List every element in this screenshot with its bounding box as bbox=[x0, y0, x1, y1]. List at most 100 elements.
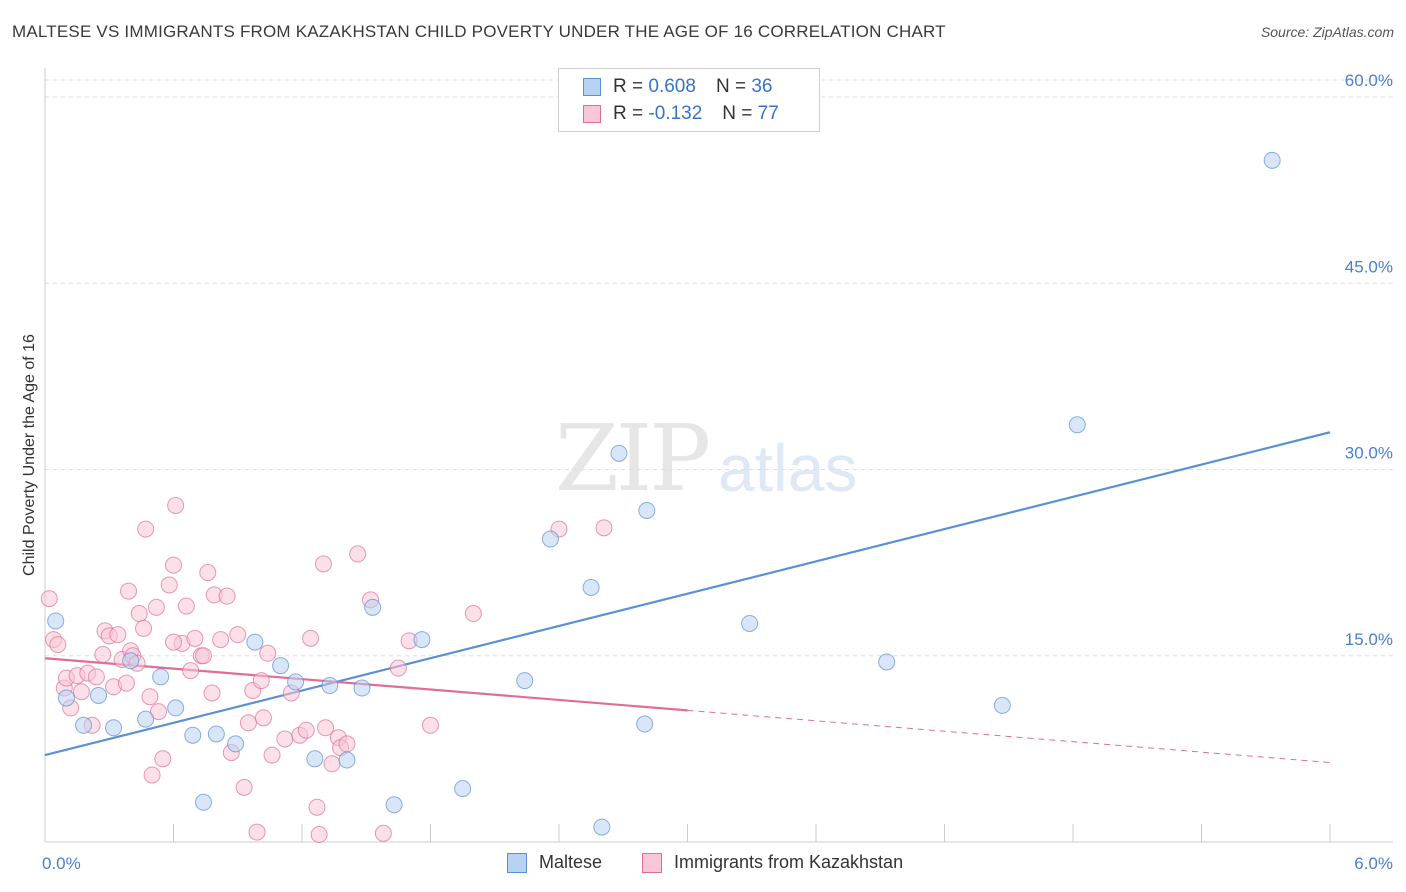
kazakhstan-point bbox=[302, 629, 320, 647]
data-points bbox=[40, 151, 1281, 844]
kazakhstan-point bbox=[252, 672, 270, 690]
kazakhstan-trend-extension bbox=[687, 709, 1331, 764]
legend-item-kazakhstan[interactable]: Immigrants from Kazakhstan bbox=[642, 852, 903, 873]
maltese-swatch bbox=[583, 78, 601, 96]
maltese-point bbox=[122, 652, 140, 670]
maltese-point bbox=[105, 719, 123, 737]
kazakhstan-point bbox=[147, 598, 165, 616]
maltese-point bbox=[207, 725, 225, 743]
maltese-point bbox=[306, 750, 324, 768]
kazakhstan-point bbox=[254, 709, 272, 727]
kazakhstan-point bbox=[338, 735, 356, 753]
axes bbox=[44, 68, 1393, 843]
maltese-point bbox=[610, 444, 628, 462]
maltese-point bbox=[1263, 151, 1281, 169]
trend-lines bbox=[44, 431, 1331, 764]
source-credit: Source: ZipAtlas.com bbox=[1260, 24, 1394, 40]
kazakhstan-n-label: N = bbox=[722, 103, 753, 124]
kazakhstan-legend-label: Immigrants from Kazakhstan bbox=[674, 852, 904, 872]
maltese-point bbox=[152, 668, 170, 686]
watermark-zip: ZIP bbox=[555, 405, 711, 512]
maltese-trend-line bbox=[44, 431, 1331, 757]
kazakhstan-point bbox=[297, 721, 315, 739]
kazakhstan-point bbox=[40, 590, 58, 608]
kazakhstan-point bbox=[317, 719, 335, 737]
legend-row-maltese: R = 0.608 N = 36 bbox=[583, 75, 772, 99]
kazakhstan-point bbox=[199, 564, 217, 582]
kazakhstan-swatch bbox=[583, 105, 601, 123]
correlation-legend: R = 0.608 N = 36 R = -0.132 N = 77 bbox=[558, 68, 820, 132]
maltese-point bbox=[47, 612, 65, 630]
maltese-point bbox=[137, 710, 155, 728]
kazakhstan-point bbox=[308, 798, 326, 816]
maltese-point bbox=[287, 673, 305, 691]
maltese-point bbox=[246, 633, 264, 651]
kazakhstan-point bbox=[349, 545, 367, 563]
legend-item-maltese[interactable]: Maltese bbox=[507, 852, 602, 873]
kazakhstan-point bbox=[177, 597, 195, 615]
kazakhstan-point bbox=[141, 688, 159, 706]
kazakhstan-point bbox=[120, 582, 138, 600]
kazakhstan-point bbox=[137, 520, 155, 538]
kazakhstan-point bbox=[374, 824, 392, 842]
maltese-point bbox=[167, 699, 185, 717]
kazakhstan-point bbox=[464, 605, 482, 623]
kazakhstan-point bbox=[212, 631, 230, 649]
y-tick-label: 30.0% bbox=[1345, 444, 1393, 463]
maltese-point bbox=[741, 614, 759, 632]
maltese-point bbox=[90, 686, 108, 704]
maltese-point bbox=[516, 672, 534, 690]
maltese-point bbox=[75, 716, 93, 734]
kazakhstan-point bbox=[389, 659, 407, 677]
kazakhstan-point bbox=[182, 662, 200, 680]
kazakhstan-point bbox=[87, 668, 105, 686]
kazakhstan-point bbox=[595, 519, 613, 537]
kazakhstan-point bbox=[49, 636, 67, 654]
maltese-point bbox=[321, 677, 339, 695]
x-tick-label-max: 6.0% bbox=[1354, 854, 1393, 873]
legend-row-kazakhstan: R = -0.132 N = 77 bbox=[583, 102, 779, 126]
kazakhstan-point bbox=[72, 683, 90, 701]
kazakhstan-point bbox=[135, 619, 153, 637]
maltese-point bbox=[638, 501, 656, 519]
kazakhstan-point bbox=[165, 556, 182, 574]
kazakhstan-point bbox=[94, 646, 112, 664]
maltese-point bbox=[353, 679, 371, 697]
kazakhstan-point bbox=[203, 684, 221, 702]
maltese-point bbox=[636, 715, 654, 733]
kazakhstan-r-label: R = bbox=[613, 103, 644, 124]
x-tick-label-min: 0.0% bbox=[42, 854, 81, 873]
maltese-point bbox=[454, 780, 472, 798]
maltese-point bbox=[582, 578, 600, 596]
kazakhstan-point bbox=[165, 633, 182, 651]
kazakhstan-r-value: -0.132 bbox=[648, 103, 703, 124]
maltese-point bbox=[878, 653, 896, 671]
kazakhstan-point bbox=[167, 497, 185, 515]
kazakhstan-point bbox=[130, 605, 148, 623]
series-legend: Maltese Immigrants from Kazakhstan bbox=[0, 852, 1406, 878]
maltese-legend-swatch bbox=[507, 852, 527, 873]
maltese-point bbox=[1068, 416, 1086, 434]
maltese-n-value: 36 bbox=[751, 76, 773, 97]
kazakhstan-point bbox=[218, 587, 236, 605]
maltese-point bbox=[57, 689, 75, 707]
kazakhstan-point bbox=[143, 766, 161, 784]
kazakhstan-point bbox=[235, 778, 253, 796]
kazakhstan-point bbox=[422, 716, 439, 734]
y-tick-label: 15.0% bbox=[1345, 630, 1393, 649]
kazakhstan-point bbox=[276, 730, 294, 748]
tick-labels: 15.0% 30.0% 45.0% 60.0% 0.0% 6.0% bbox=[42, 71, 1393, 873]
y-tick-label: 45.0% bbox=[1345, 257, 1393, 276]
kazakhstan-point bbox=[150, 703, 168, 721]
maltese-point bbox=[272, 657, 290, 675]
maltese-point bbox=[194, 793, 212, 811]
kazakhstan-point bbox=[323, 755, 341, 773]
maltese-r-label: R = bbox=[613, 76, 644, 97]
kazakhstan-point bbox=[117, 674, 135, 692]
kazakhstan-legend-swatch bbox=[642, 852, 662, 873]
maltese-point bbox=[184, 726, 202, 744]
kazakhstan-point bbox=[160, 576, 178, 594]
maltese-r-value: 0.608 bbox=[648, 76, 696, 97]
kazakhstan-point bbox=[310, 826, 328, 844]
